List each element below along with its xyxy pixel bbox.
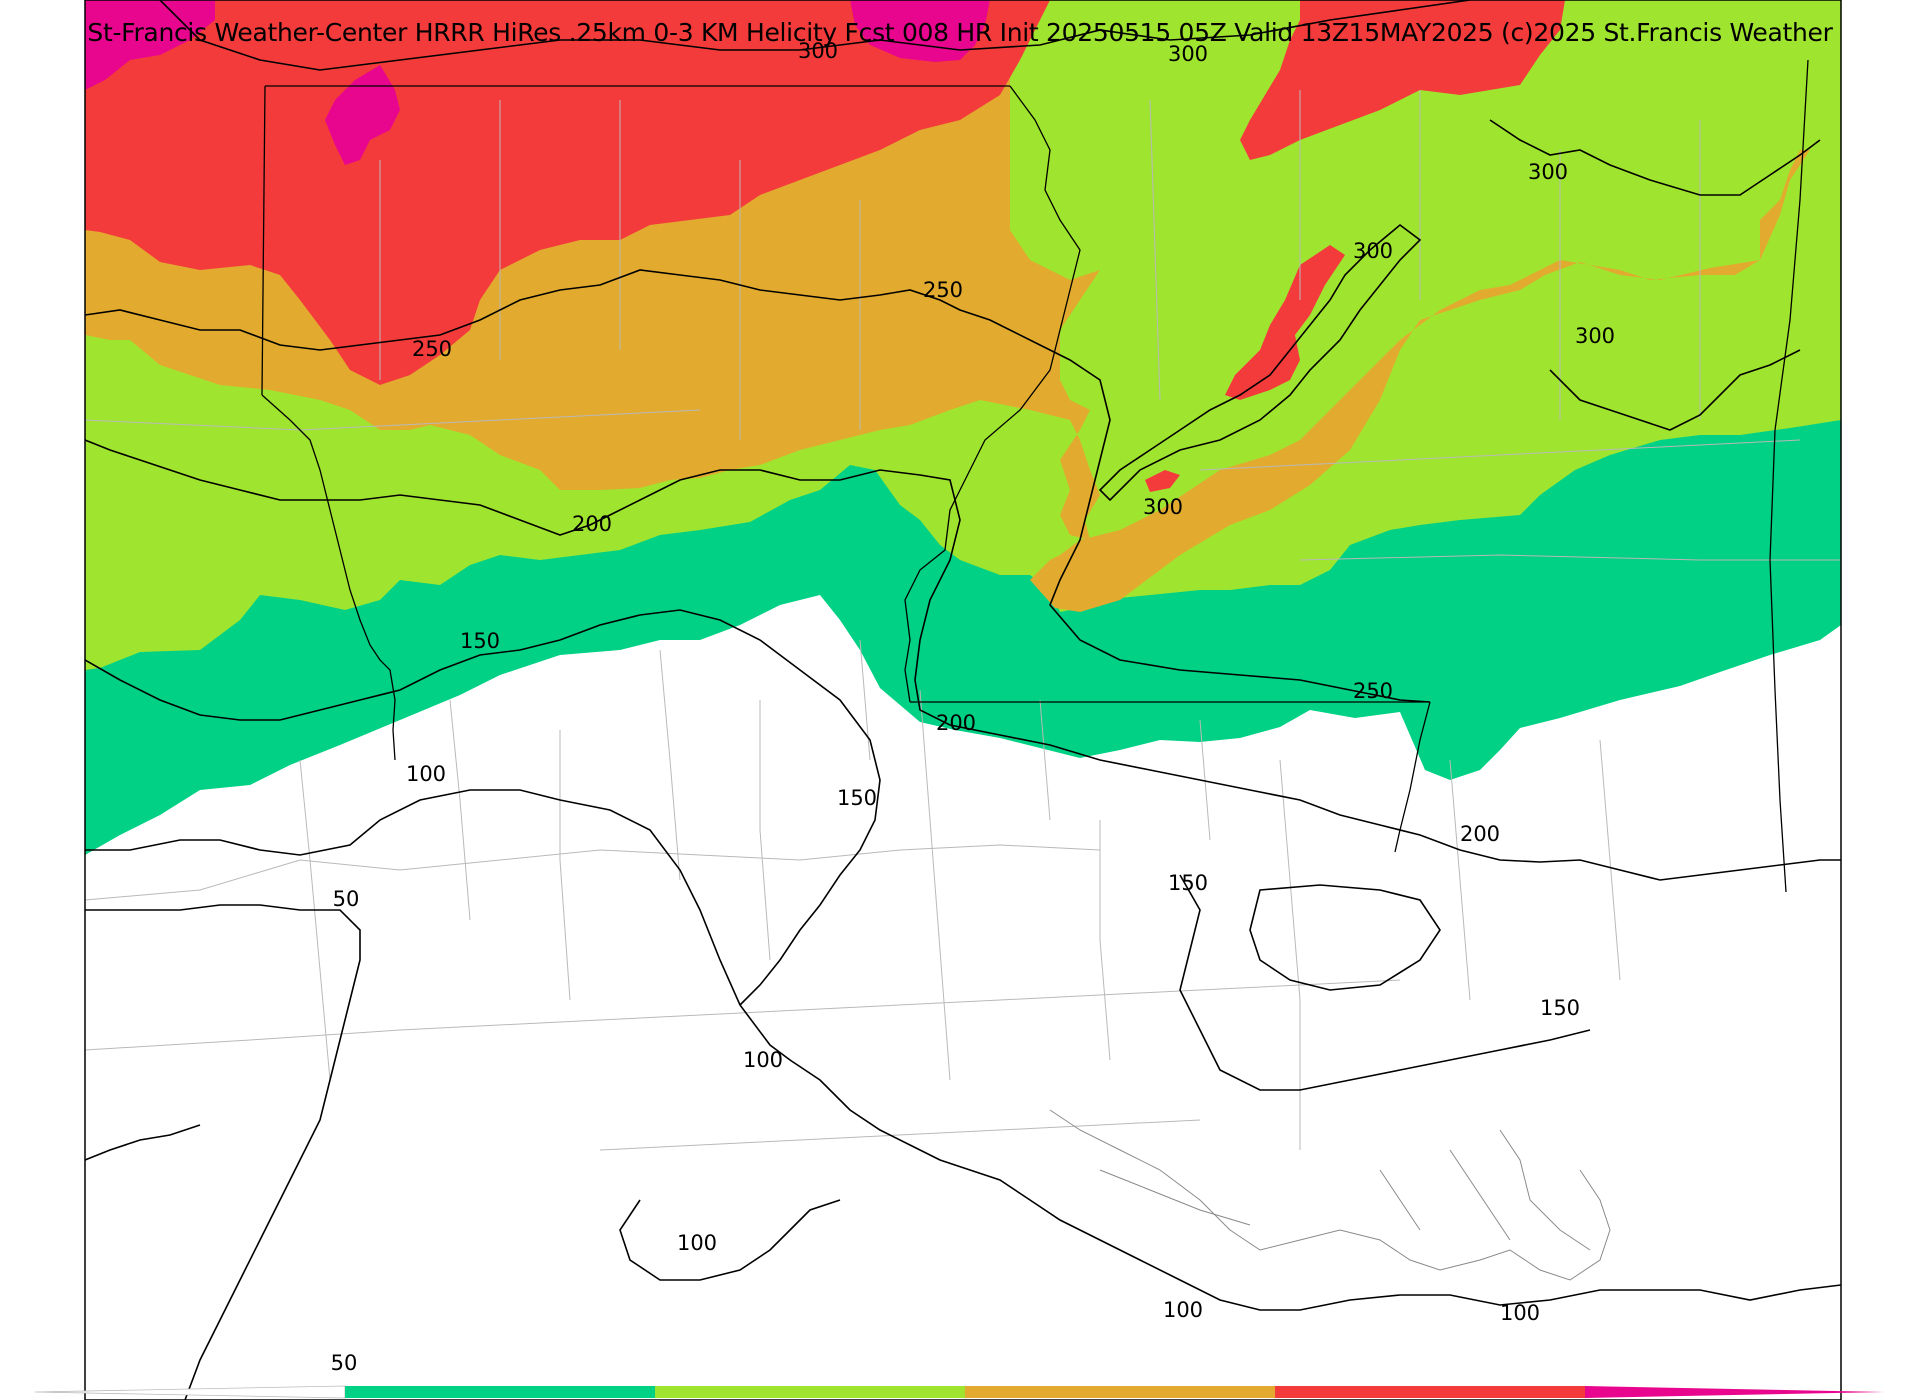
contour-label-300: 300 [1353,239,1393,263]
contour-label-250: 250 [1353,679,1393,703]
contour-150 [85,609,881,1006]
map-frame [84,0,1842,1400]
boundary-west-vertical [261,85,266,396]
contour-label-300: 300 [1575,324,1615,348]
colorbar-segment [655,1386,965,1398]
contour-label-100: 100 [406,762,446,786]
map-title: St-Francis Weather-Center HRRR HiRes .25… [87,18,1833,47]
contour-50-sw [85,1124,201,1161]
boundary-river-west [261,394,396,761]
band-300-400 [85,0,1565,385]
contour-label-text: 50 [333,887,360,911]
contour-label-150: 150 [1540,996,1580,1020]
contour-label-text: 100 [1500,1301,1540,1325]
contour-label-text: 300 [1575,324,1615,348]
county-lines [85,90,1841,1151]
colorbar-segment [345,1386,655,1398]
contour-label-100: 100 [743,1048,783,1072]
contour-label-100: 100 [1163,1298,1203,1322]
contour-label-text: 150 [837,786,877,810]
contour-label-300: 300 [798,39,838,63]
contour-label-text: 250 [412,337,452,361]
contour-100 [85,789,1841,1311]
contour-label-text: 250 [1353,679,1393,703]
boundary-east [1769,59,1809,893]
contour-label-text: 100 [1163,1298,1203,1322]
contour-lines [85,0,1841,1400]
contour-200 [85,439,1841,881]
contour-label-text: 200 [936,711,976,735]
contour-label-50: 50 [331,1351,358,1375]
contour-300-north [159,0,1471,71]
contour-150-loop [1249,884,1441,991]
contour-label-text: 250 [923,278,963,302]
contour-label-text: 300 [1528,160,1568,184]
contour-label-250: 250 [412,337,452,361]
state-boundaries [261,59,1809,893]
contour-label-150: 150 [460,629,500,653]
contour-300-east [1549,349,1801,431]
contour-label-text: 100 [406,762,446,786]
colorbar-segment [1275,1386,1585,1398]
contour-label-text: 150 [1540,996,1580,1020]
contour-label-text: 300 [798,39,838,63]
contour-50 [85,904,361,1400]
boundary-river-east [904,85,1081,703]
helicity-fill-layer [85,0,1841,1400]
contour-label-200: 200 [1460,822,1500,846]
contour-label-text: 100 [743,1048,783,1072]
contour-label-200: 200 [572,512,612,536]
contour-label-50: 50 [333,887,360,911]
contour-label-300: 300 [1168,42,1208,66]
contour-label-text: 100 [677,1231,717,1255]
contour-label-text: 150 [1168,871,1208,895]
contour-label-text: 150 [460,629,500,653]
colorbar-segment [965,1386,1275,1398]
contour-300-inner [1098,223,1422,502]
contour-300-ne [1489,119,1821,196]
colorbar-high-arrow [1585,1386,1885,1398]
contour-label-300: 300 [1528,160,1568,184]
boundary-southeast [1394,701,1431,853]
contour-label-100: 100 [677,1231,717,1255]
contour-label-250: 250 [923,278,963,302]
contour-label-300: 300 [1143,495,1183,519]
band-300-400-small [1145,470,1180,492]
contour-label-150: 150 [1168,871,1208,895]
coastline [1049,1109,1611,1281]
contour-250 [85,269,1431,703]
band-400-plus-cap [325,65,400,165]
contour-label-text: 300 [1143,495,1183,519]
contour-100-south [619,1199,841,1281]
contour-label-text: 200 [1460,822,1500,846]
contour-150-east [1179,874,1591,1091]
contour-labels: 300 300 300 300 300 300 250 250 250 200 200 200 150 1… [331,39,1615,1375]
band-400-plus-north [850,0,990,62]
contour-label-text: 300 [1168,42,1208,66]
contour-label-200: 200 [936,711,976,735]
contour-label-150: 150 [837,786,877,810]
band-300-400-island [1225,245,1345,400]
colorbar [34,1385,1885,1399]
contour-label-text: 50 [331,1351,358,1375]
contour-label-100: 100 [1500,1301,1540,1325]
contour-label-text: 300 [1353,239,1393,263]
contour-label-text: 200 [572,512,612,536]
